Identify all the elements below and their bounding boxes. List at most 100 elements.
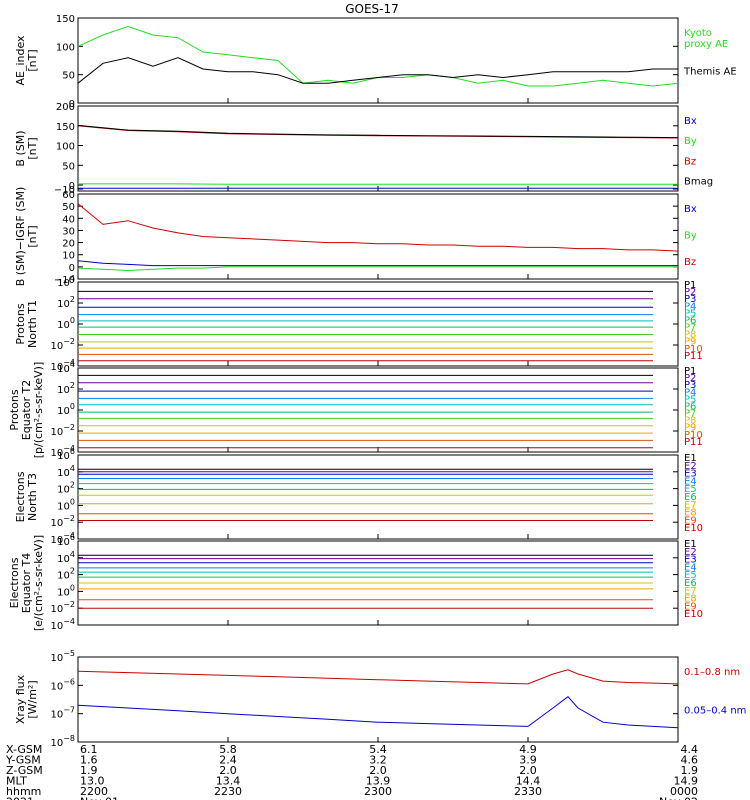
- y-tick-label: 10−4: [50, 617, 75, 632]
- legend-entry: E6: [684, 578, 697, 589]
- y-tick-label: 100: [57, 583, 75, 598]
- legend-entry: Bmag: [684, 177, 713, 188]
- orbit-value: 2.0: [519, 764, 537, 777]
- y-tick-label: 100: [57, 497, 75, 512]
- y-tick-label: 150: [56, 14, 75, 25]
- y-tick-label: 30: [62, 226, 75, 237]
- y-axis-label: [e/(cm²-s-sr-keV)]: [32, 535, 45, 631]
- legend-entry: E1: [684, 539, 697, 550]
- y-axis-label: [nT]: [26, 225, 39, 247]
- legend-entry: E9: [684, 601, 697, 612]
- series-line-themis-ae: [77, 57, 678, 84]
- y-tick-label: 102: [57, 381, 75, 396]
- y-tick-label: 100: [56, 142, 75, 153]
- legend-entry: P3: [684, 294, 696, 305]
- legend-entry: P10: [684, 430, 703, 441]
- legend-entry: E7: [684, 586, 697, 597]
- orbit-value: 13.0: [80, 775, 105, 788]
- legend-entry: P6: [684, 315, 696, 326]
- legend-entry: P9: [684, 423, 696, 434]
- orbit-value: 1.9: [80, 764, 98, 777]
- y-tick-label: 10−2: [50, 423, 75, 438]
- legend-entry: P9: [684, 337, 696, 348]
- y-tick-label: 0: [69, 263, 75, 274]
- legend-entry: 0.1–0.8 nm: [684, 667, 740, 678]
- legend-entry: P4: [684, 387, 696, 398]
- orbit-value: 2200: [80, 785, 108, 798]
- y-axis-label: B (SM): [14, 130, 27, 166]
- y-tick-label: 10−7: [50, 706, 75, 721]
- y-tick-label: 50: [62, 202, 75, 213]
- panel-frame: [77, 105, 679, 192]
- y-axis-label: Electrons: [8, 557, 21, 608]
- legend-entry: P7: [684, 409, 696, 420]
- y-axis-label: [W/m²]: [26, 680, 39, 718]
- y-axis-label: Equator T4: [20, 553, 33, 613]
- orbit-value: 4.9: [519, 743, 537, 756]
- legend-entry: P2: [684, 373, 696, 384]
- y-tick-label: −10: [54, 185, 75, 196]
- y-tick-label: 10−2: [50, 600, 75, 615]
- orbit-row-label: 2021: [6, 796, 34, 800]
- legend-entry: 0.05–0.4 nm: [684, 706, 746, 717]
- legend-entry: E2: [684, 547, 697, 558]
- y-tick-label: 150: [56, 122, 75, 133]
- orbit-value: 4.4: [681, 743, 699, 756]
- orbit-value: 2.0: [369, 764, 387, 777]
- orbit-value: 1.9: [681, 764, 699, 777]
- orbit-value: 3.2: [369, 754, 387, 767]
- y-tick-label: 104: [57, 464, 75, 479]
- orbit-value: Nov 02: [659, 796, 698, 800]
- orbit-value: 5.4: [369, 743, 387, 756]
- y-axis-label: Protons: [8, 389, 21, 430]
- legend-entry: P5: [684, 394, 696, 405]
- legend-entry: E9: [684, 515, 697, 526]
- legend-entry: Bx: [684, 116, 697, 127]
- y-tick-label: 102: [57, 567, 75, 582]
- orbit-value: 13.4: [216, 775, 241, 788]
- y-tick-label: 200: [56, 102, 75, 113]
- legend-entry: E4: [684, 562, 697, 573]
- series-line-bz: [77, 203, 679, 252]
- legend-entry: By: [684, 231, 697, 242]
- legend-entry: P10: [684, 344, 703, 355]
- panel-frame: [77, 367, 679, 453]
- legend-entry: P8: [684, 416, 696, 427]
- panel-frame: [77, 454, 679, 540]
- y-tick-label: 50: [62, 161, 75, 172]
- legend-entry: P5: [684, 308, 696, 319]
- orbit-value: 14.9: [674, 775, 699, 788]
- y-tick-label: −10: [54, 275, 75, 286]
- y-tick-label: 10−2: [50, 514, 75, 529]
- orbit-value: 0000: [670, 785, 698, 798]
- y-tick-label: 100: [57, 402, 75, 417]
- legend-entry: P6: [684, 401, 696, 412]
- legend-entry: E10: [684, 523, 703, 534]
- legend-entry: E8: [684, 508, 697, 519]
- legend-entry: P1: [684, 366, 696, 377]
- orbit-value: 2.4: [219, 754, 237, 767]
- orbit-value: 2230: [214, 785, 242, 798]
- orbit-value: 3.9: [519, 754, 537, 767]
- y-tick-label: 10−5: [50, 649, 75, 664]
- y-tick-label: 20: [62, 239, 75, 250]
- y-axis-label: Protons: [14, 303, 27, 344]
- legend-entry: Bz: [684, 257, 696, 268]
- legend-entry: E1: [684, 453, 697, 464]
- series-line-0-05-0-4-nm: [77, 696, 679, 729]
- y-axis-label: [p/(cm²-s-sr-keV)]: [32, 362, 45, 459]
- y-tick-label: 0: [69, 181, 75, 192]
- y-axis-label: B (SM)−IGRF (SM): [14, 187, 27, 287]
- y-axis-label: Equator T2: [20, 380, 33, 440]
- y-axis-label: Electrons: [14, 471, 27, 522]
- legend-entry: P3: [684, 380, 696, 391]
- orbit-value: 5.8: [219, 743, 237, 756]
- panel-frame: [77, 17, 679, 104]
- legend-entry: E7: [684, 500, 697, 511]
- y-axis-label: [nT]: [26, 49, 39, 71]
